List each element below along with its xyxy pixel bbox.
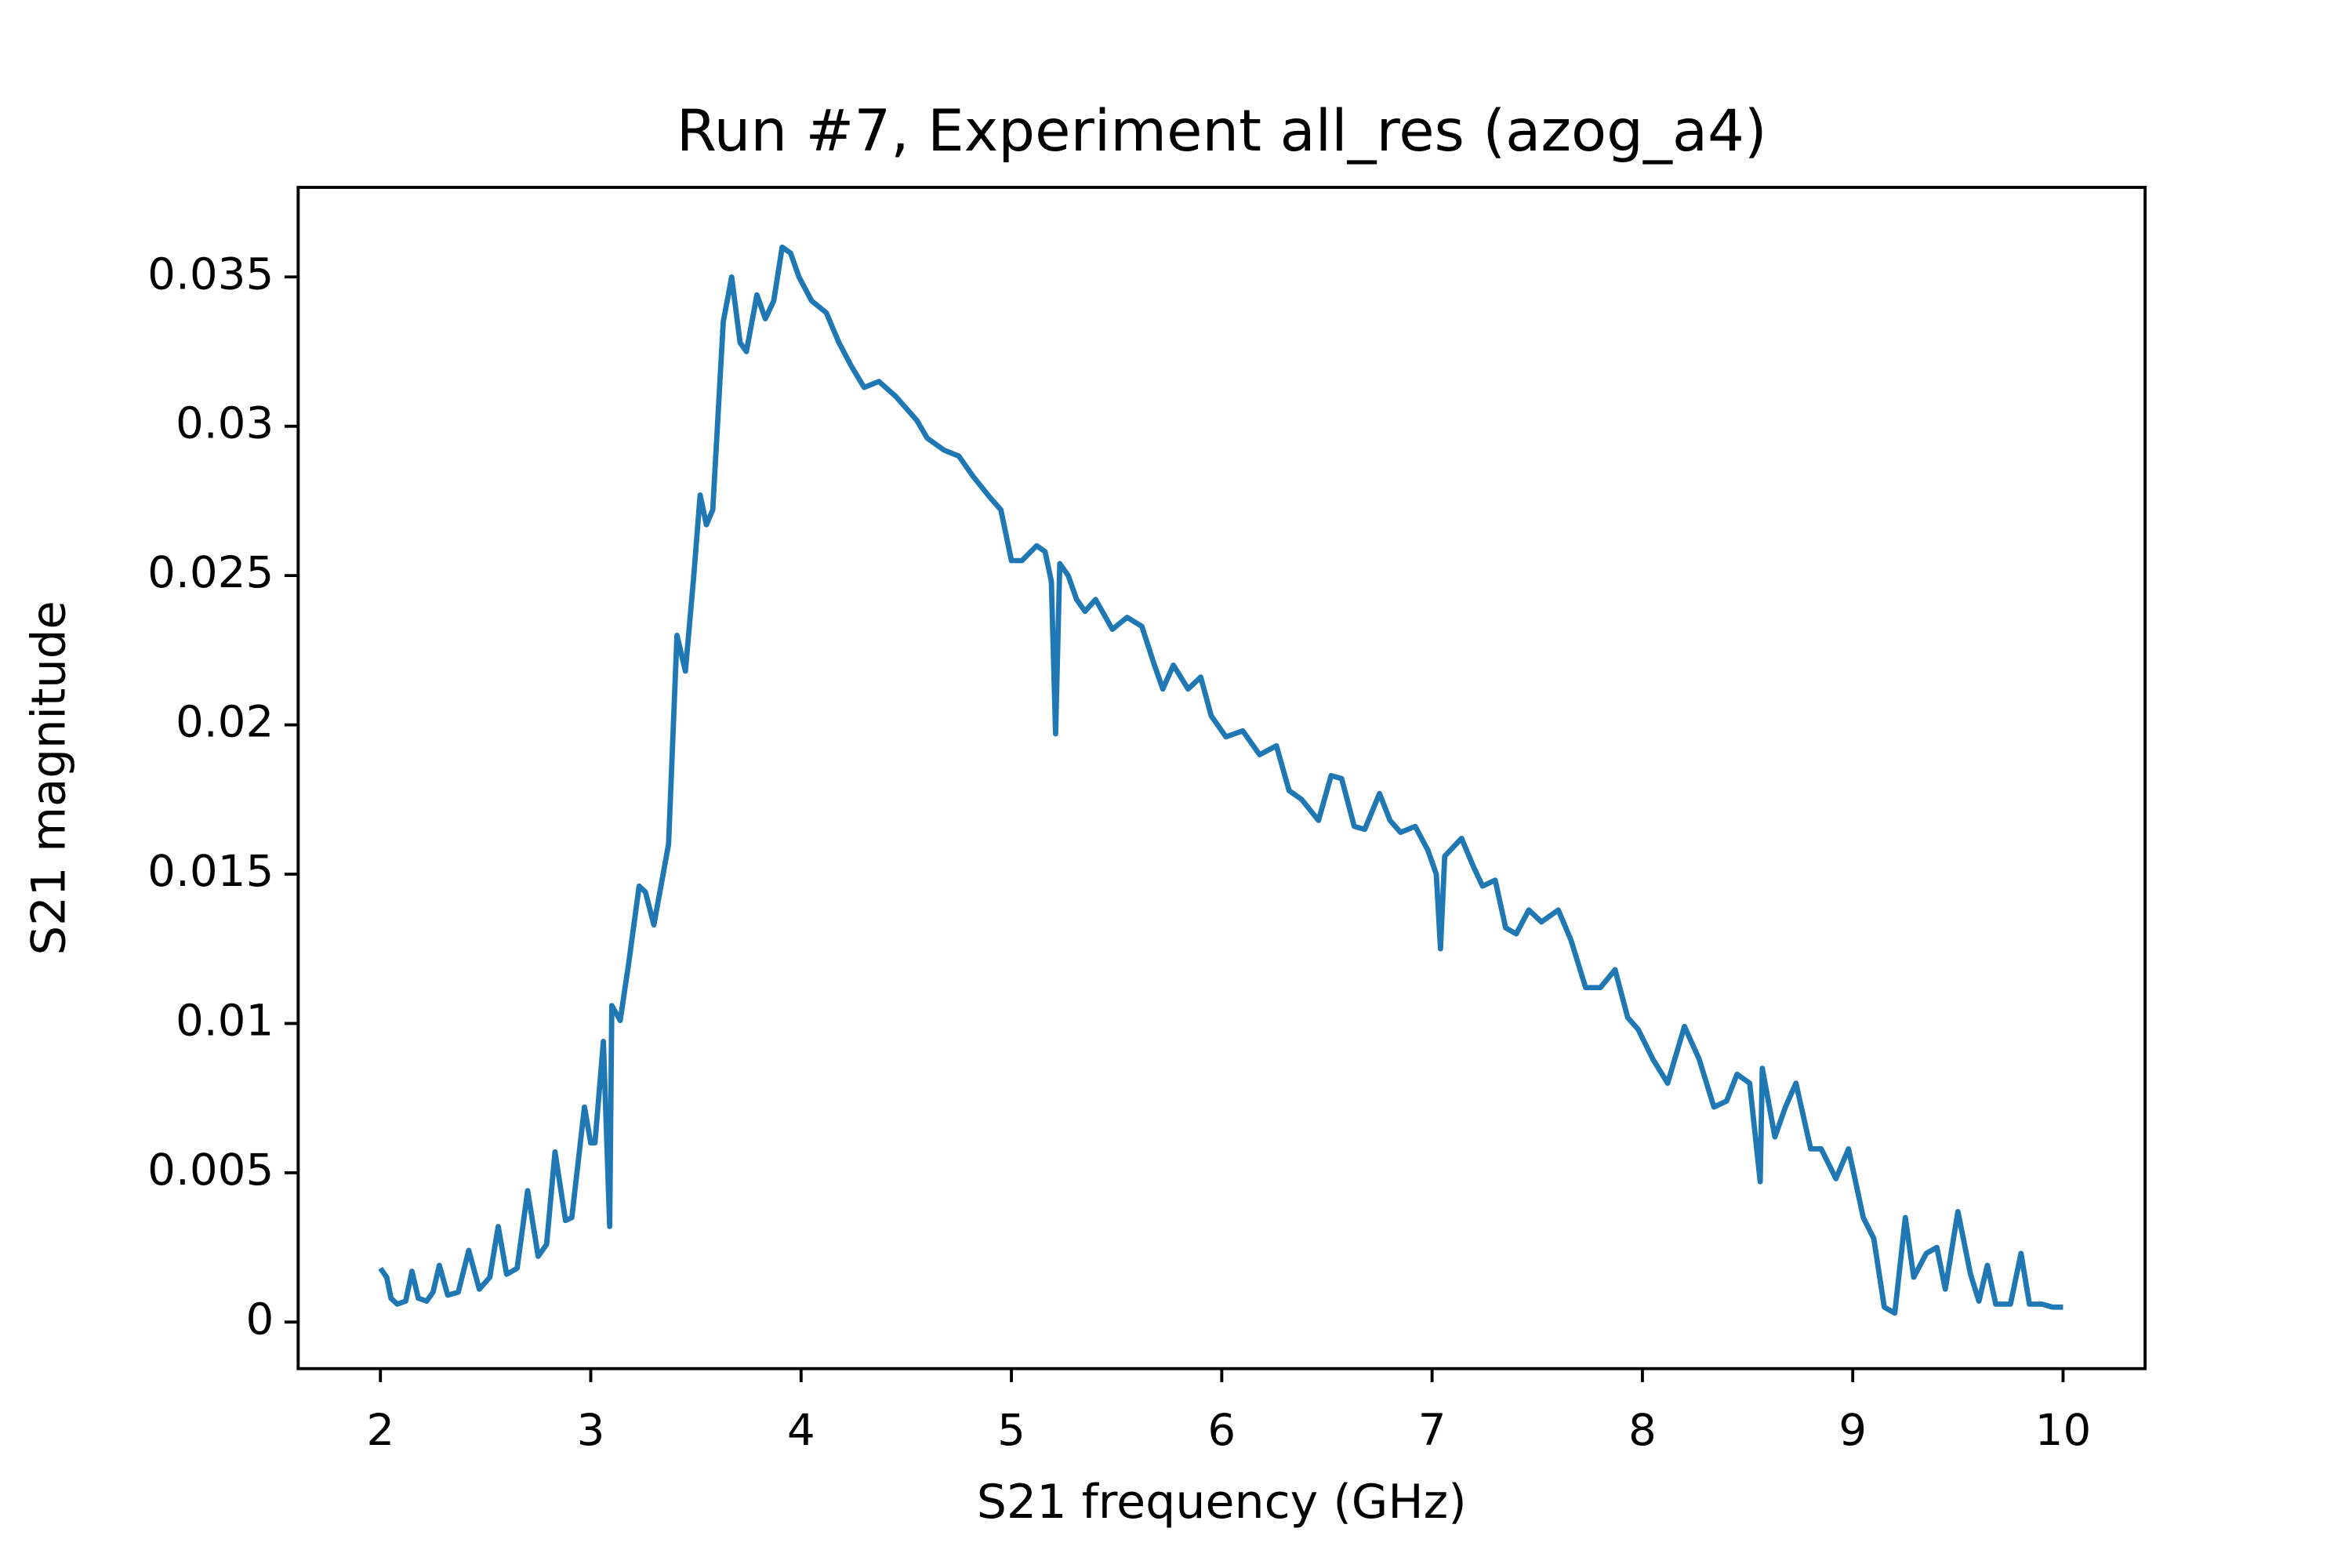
x-tick-label: 4 [787,1405,815,1456]
y-tick-label: 0.005 [147,1145,274,1196]
y-tick-label: 0.03 [176,398,274,449]
y-tick-label: 0.025 [147,548,274,599]
x-tick-label: 9 [1838,1405,1867,1456]
chart-title: Run #7, Experiment all_res (azog_a4) [677,98,1767,164]
x-axis-label: S21 frequency (GHz) [977,1476,1467,1530]
y-tick-label: 0.015 [147,846,274,897]
y-tick-label: 0.01 [176,996,274,1047]
y-tick-label: 0.02 [176,697,274,748]
x-tick-label: 7 [1418,1405,1446,1456]
data-line [378,244,2063,1316]
plot-frame [296,186,2147,1370]
x-tick-label: 2 [366,1405,394,1456]
x-tick-label: 8 [1628,1405,1657,1456]
x-tick-label: 10 [2035,1405,2092,1456]
x-tick-label: 3 [577,1405,605,1456]
y-axis-label: S21 magnitude [22,601,77,955]
x-tick-label: 5 [997,1405,1025,1456]
y-tick-label: 0.035 [147,249,274,300]
y-tick-label: 0 [245,1294,274,1345]
x-tick-label: 6 [1207,1405,1236,1456]
